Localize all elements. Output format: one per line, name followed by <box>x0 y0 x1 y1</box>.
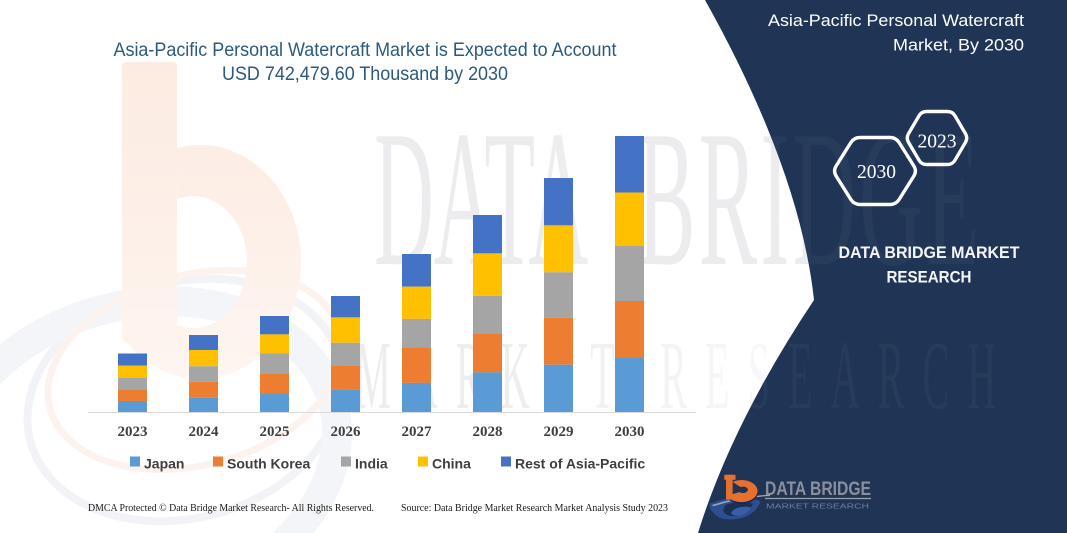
svg-text:2028: 2028 <box>473 424 503 440</box>
svg-text:2024: 2024 <box>189 424 220 440</box>
svg-text:Asia-Pacific Personal Watercra: Asia-Pacific Personal Watercraft Market … <box>114 39 618 61</box>
svg-text:2029: 2029 <box>544 424 574 440</box>
svg-text:Market, By 2030: Market, By 2030 <box>893 37 1024 55</box>
svg-text:2023: 2023 <box>118 424 148 440</box>
svg-text:2027: 2027 <box>402 424 433 440</box>
svg-text:DMCA Protected © Data Bridge M: DMCA Protected © Data Bridge Market Rese… <box>88 502 374 514</box>
svg-text:2025: 2025 <box>260 424 290 440</box>
svg-text:DATA BRIDGE: DATA BRIDGE <box>765 479 871 500</box>
svg-text:USD 742,479.60 Thousand by 203: USD 742,479.60 Thousand by 2030 <box>222 63 508 85</box>
svg-text:South Korea: South Korea <box>227 456 310 472</box>
svg-text:2026: 2026 <box>331 424 362 440</box>
svg-text:China: China <box>432 456 471 472</box>
svg-text:RESEARCH: RESEARCH <box>887 269 972 287</box>
svg-text:DATA BRIDGE MARKET: DATA BRIDGE MARKET <box>839 244 1020 262</box>
svg-text:India: India <box>355 456 388 472</box>
svg-text:Source: Data Bridge Market Res: Source: Data Bridge Market Research Mark… <box>401 502 668 514</box>
svg-text:2030: 2030 <box>615 424 645 440</box>
svg-text:2023: 2023 <box>918 132 957 153</box>
svg-text:Japan: Japan <box>144 456 184 472</box>
svg-text:2030: 2030 <box>857 162 896 183</box>
svg-text:Rest of Asia-Pacific: Rest of Asia-Pacific <box>515 456 645 472</box>
svg-text:Asia-Pacific Personal Watercra: Asia-Pacific Personal Watercraft <box>768 12 1024 30</box>
svg-text:MARKET RESEARCH: MARKET RESEARCH <box>766 504 869 511</box>
